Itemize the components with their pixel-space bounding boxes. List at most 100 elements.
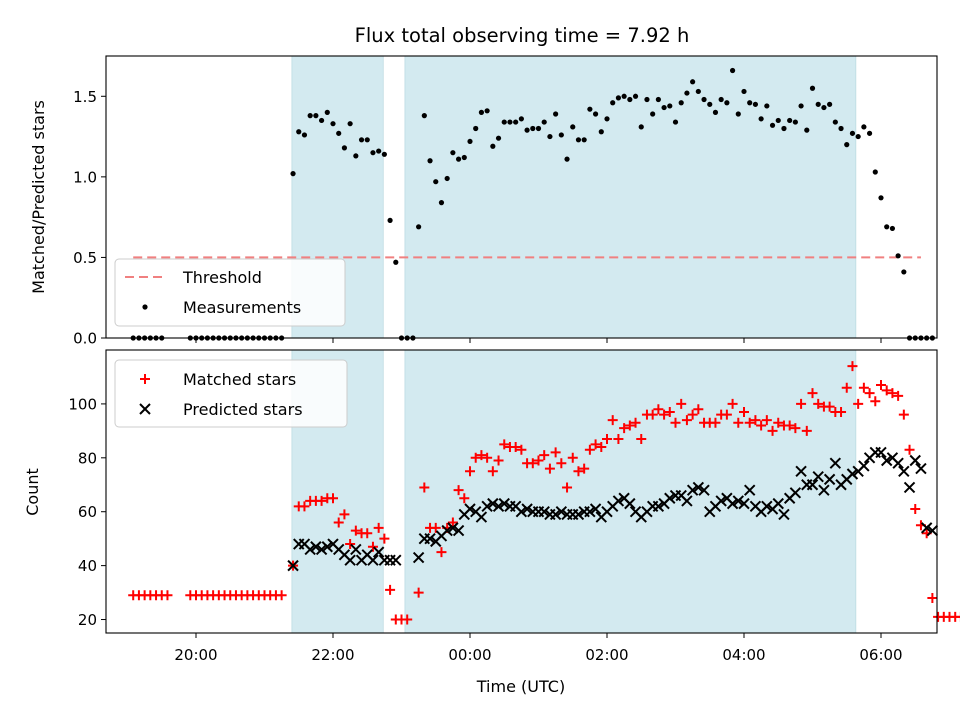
matched-star-point	[459, 493, 470, 504]
predicted-star-point	[881, 454, 893, 467]
predicted-star-point	[310, 541, 322, 553]
bottom-legend: Matched stars Predicted stars	[114, 359, 348, 428]
x-tick-label: 02:00	[585, 646, 628, 664]
measurement-point	[684, 90, 690, 96]
matched-star-point	[533, 455, 544, 466]
matched-star-point	[801, 425, 812, 436]
top-x-ticks	[195, 338, 882, 343]
predicted-star-point	[555, 506, 568, 518]
measurement-point	[478, 109, 485, 115]
matched-star-point	[373, 522, 384, 533]
measurement-point	[615, 95, 622, 101]
matched-star-point	[516, 444, 527, 455]
measurement-point	[724, 100, 730, 106]
matched-star-point	[870, 396, 881, 407]
measurement-point	[353, 153, 359, 159]
predicted-star-point	[726, 497, 739, 510]
predicted-star-point	[367, 554, 379, 566]
matched-star-point	[807, 388, 818, 399]
measurement-point	[587, 106, 593, 112]
x-axis-label: Time (UTC)	[476, 677, 565, 696]
measurement-point	[878, 195, 884, 201]
predicted-star-point	[846, 468, 859, 480]
measurement-point	[307, 113, 313, 119]
measurement-point	[729, 67, 736, 74]
matched-star-point	[693, 404, 704, 415]
measurement-point	[393, 259, 399, 265]
measurement-point	[610, 100, 616, 106]
predicted-star-point	[795, 465, 807, 477]
measurement-point	[661, 104, 667, 111]
bottom-y-axis-label: Count	[23, 468, 42, 516]
bottom-y-ticks: 20 40 60 80 100	[68, 395, 106, 629]
matched-star-point	[579, 463, 590, 474]
predicted-star-point	[892, 457, 904, 469]
predicted-star-point	[898, 465, 910, 477]
measurement-point	[467, 138, 473, 145]
matched-star-point	[602, 433, 612, 444]
predicted-star-point	[681, 495, 693, 507]
y-tick-label: 20	[78, 611, 97, 629]
bottom-panel: 20:00 22:00 00:00 02:00 04:00 06:00 20 40 60 80 1…	[23, 349, 960, 696]
measurement-point	[495, 135, 502, 141]
predicted-star-point	[789, 487, 802, 499]
predicted-star-point	[321, 541, 333, 553]
predicted-star-point	[549, 508, 562, 521]
matched-star-point	[841, 382, 852, 393]
measurement-point	[438, 200, 445, 206]
measurement-point	[718, 96, 724, 103]
measurement-point	[735, 111, 741, 117]
measurement-point	[781, 125, 787, 132]
measurement-point	[832, 119, 838, 125]
measurement-point	[501, 119, 507, 125]
predicted-star-point	[350, 543, 362, 556]
bottom-x-ticks: 20:00 22:00 00:00 02:00 04:00 06:00	[174, 633, 903, 664]
measurement-point	[872, 169, 878, 175]
matched-star-point	[567, 452, 578, 463]
predicted-star-point	[715, 495, 727, 507]
measurement-point	[313, 113, 319, 119]
measurement-point	[421, 113, 427, 119]
legend-measurement-label: Measurements	[183, 298, 301, 317]
matched-star-point	[345, 539, 356, 550]
measurement-point	[455, 156, 462, 162]
measurement-point	[866, 130, 873, 136]
measurement-point	[690, 79, 696, 85]
legend-predicted-label: Predicted stars	[183, 400, 303, 419]
measurement-point	[558, 132, 564, 138]
x-tick-label: 06:00	[859, 646, 902, 664]
matched-star-point	[864, 388, 875, 399]
matched-star-point	[676, 398, 687, 409]
predicted-star-point	[686, 484, 699, 496]
legend-box	[114, 258, 346, 327]
measurement-point	[844, 142, 850, 148]
y-tick-label: 0.0	[73, 330, 97, 348]
measurement-point	[775, 117, 781, 124]
predicted-star-point	[304, 543, 316, 556]
predicted-star-point	[829, 457, 842, 469]
predicted-star-point	[481, 500, 493, 513]
matched-star-point	[887, 388, 898, 399]
matched-star-point	[904, 444, 915, 455]
measurement-point	[336, 130, 342, 136]
predicted-star-point	[498, 497, 510, 510]
matched-star-point	[328, 493, 338, 504]
matched-star-point	[613, 433, 624, 444]
predicted-star-point	[812, 470, 824, 483]
matched-star-point	[733, 417, 744, 428]
matched-star-point	[836, 406, 847, 417]
measurement-point	[650, 111, 656, 117]
matched-star-point	[562, 482, 573, 493]
matched-star-point	[927, 592, 938, 603]
measurement-point	[815, 101, 821, 107]
predicted-star-point	[464, 503, 476, 515]
measurement-point	[861, 124, 867, 130]
predicted-star-point	[441, 524, 453, 537]
matched-star-point	[385, 584, 396, 595]
matched-star-point	[447, 517, 458, 528]
top-y-axis-label: Matched/Predicted stars	[29, 100, 48, 294]
predicted-star-point	[823, 473, 836, 486]
top-y-ticks: 0.0 0.5 1.0 1.5	[73, 88, 106, 348]
measurement-point	[513, 119, 519, 125]
measurement-point	[450, 150, 456, 156]
